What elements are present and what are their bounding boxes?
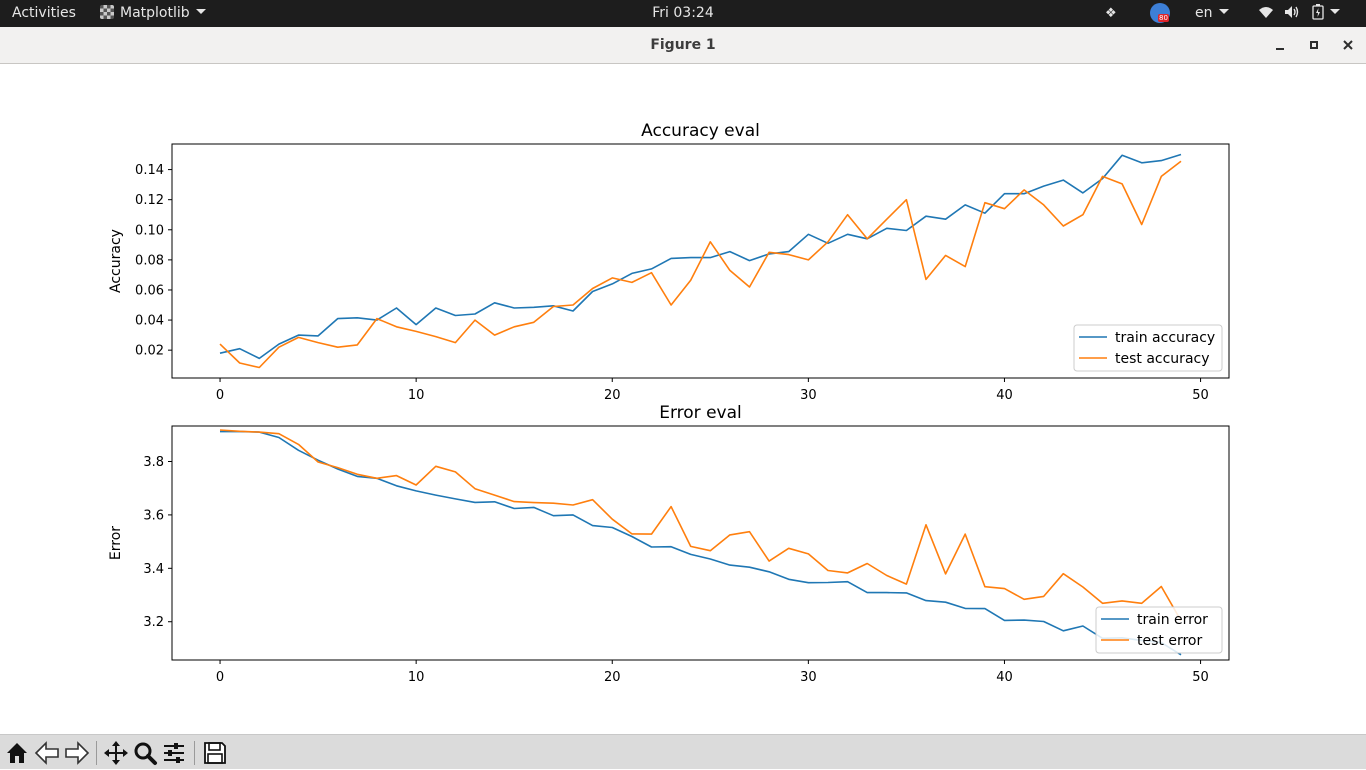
- window-title-bar: Figure 1: [0, 27, 1366, 64]
- y-tick-label: 0.14: [135, 163, 164, 178]
- activities-button[interactable]: Activities: [12, 5, 76, 21]
- navigation-toolbar: [0, 734, 1366, 769]
- x-tick-label: 0: [216, 670, 224, 685]
- y-tick-label: 0.02: [135, 344, 164, 359]
- save-icon: [204, 742, 226, 764]
- y-tick-label: 0.08: [135, 253, 164, 268]
- x-tick-label: 50: [1192, 670, 1209, 685]
- plot-area[interactable]: Accuracy eval Accuracy 0 10 20 30 40 50 0.02 0.04…: [0, 64, 1366, 734]
- zoom-button[interactable]: [132, 740, 158, 766]
- minimize-button[interactable]: [1270, 35, 1290, 55]
- x-tick-label: 40: [996, 388, 1013, 403]
- forward-button[interactable]: [64, 740, 90, 766]
- chevron-down-icon: [1330, 9, 1341, 14]
- axes-title: Accuracy eval: [641, 121, 760, 141]
- x-tick-label: 10: [408, 388, 425, 403]
- home-icon: [7, 743, 27, 763]
- y-tick-label: 3.2: [143, 615, 164, 630]
- x-tick-label: 20: [604, 388, 621, 403]
- configure-subplots-icon: [164, 743, 184, 763]
- series-line-train-accuracy: [219, 153, 1182, 360]
- y-tick-label: 0.10: [135, 223, 164, 238]
- series-line-test-error: [219, 429, 1182, 622]
- configure-subplots-button[interactable]: [161, 740, 187, 766]
- legend-label: test error: [1137, 633, 1202, 649]
- matplotlib-app-icon: [100, 5, 114, 19]
- maximize-icon: [1310, 41, 1318, 49]
- save-button[interactable]: [202, 740, 228, 766]
- series-line-test-accuracy: [219, 160, 1182, 369]
- forward-icon: [65, 741, 90, 765]
- home-button[interactable]: [4, 740, 30, 766]
- pan-icon: [104, 741, 128, 765]
- y-tick-label: 0.12: [135, 193, 164, 208]
- x-tick-label: 10: [408, 670, 425, 685]
- notification-icon[interactable]: 80: [1150, 3, 1170, 23]
- back-icon: [34, 741, 59, 765]
- toolbar-separator: [194, 741, 195, 765]
- y-tick-label: 3.8: [143, 455, 164, 470]
- figure-canvas[interactable]: Accuracy eval Accuracy 0 10 20 30 40 50 0.02 0.04…: [0, 64, 1366, 734]
- pan-button[interactable]: [103, 740, 129, 766]
- legend-box: [1073, 324, 1223, 372]
- axes-frame: [171, 143, 1230, 379]
- dropbox-icon[interactable]: ❖: [1105, 6, 1117, 21]
- back-button[interactable]: [34, 740, 60, 766]
- clock[interactable]: Fri 03:24: [652, 5, 714, 21]
- y-tick-label: 3.4: [143, 562, 164, 577]
- y-tick-label: 0.06: [135, 283, 164, 298]
- axes-frame: [171, 425, 1230, 661]
- system-menu[interactable]: [1258, 0, 1341, 27]
- y-tick-label: 0.04: [135, 314, 164, 329]
- y-axis-label: Error: [108, 526, 124, 560]
- x-tick-label: 40: [996, 670, 1013, 685]
- wifi-icon: [1259, 7, 1273, 18]
- chevron-down-icon: [1218, 9, 1229, 14]
- minimize-icon: [1276, 48, 1284, 50]
- x-tick-label: 0: [216, 388, 224, 403]
- x-tick-label: 30: [800, 388, 817, 403]
- window-title: Figure 1: [650, 37, 716, 53]
- axes-title: Error eval: [659, 403, 742, 423]
- x-tick-label: 50: [1192, 388, 1209, 403]
- chevron-down-icon: [195, 9, 206, 14]
- x-tick-label: 30: [800, 670, 817, 685]
- close-button[interactable]: [1338, 35, 1358, 55]
- top-bar: Activities Matplotlib Fri 03:24 ❖ 80 en: [0, 0, 1366, 27]
- app-menu[interactable]: Matplotlib: [100, 0, 206, 27]
- maximize-button[interactable]: [1304, 35, 1324, 55]
- legend-label: train error: [1137, 612, 1208, 628]
- battery-icon: [1312, 4, 1324, 20]
- volume-icon: [1285, 6, 1299, 18]
- close-icon: [1343, 40, 1353, 50]
- y-tick-label: 3.6: [143, 508, 164, 523]
- app-menu-label: Matplotlib: [120, 5, 190, 21]
- language-menu[interactable]: en: [1195, 0, 1229, 27]
- notification-badge: 80: [1158, 14, 1169, 22]
- series-line-train-error: [220, 430, 1182, 656]
- y-axis-label: Accuracy: [108, 229, 124, 293]
- toolbar-separator: [96, 741, 97, 765]
- zoom-icon: [134, 742, 157, 765]
- language-label: en: [1195, 5, 1213, 21]
- legend-label: train accuracy: [1115, 330, 1215, 346]
- x-tick-label: 20: [604, 670, 621, 685]
- legend-label: test accuracy: [1115, 351, 1210, 367]
